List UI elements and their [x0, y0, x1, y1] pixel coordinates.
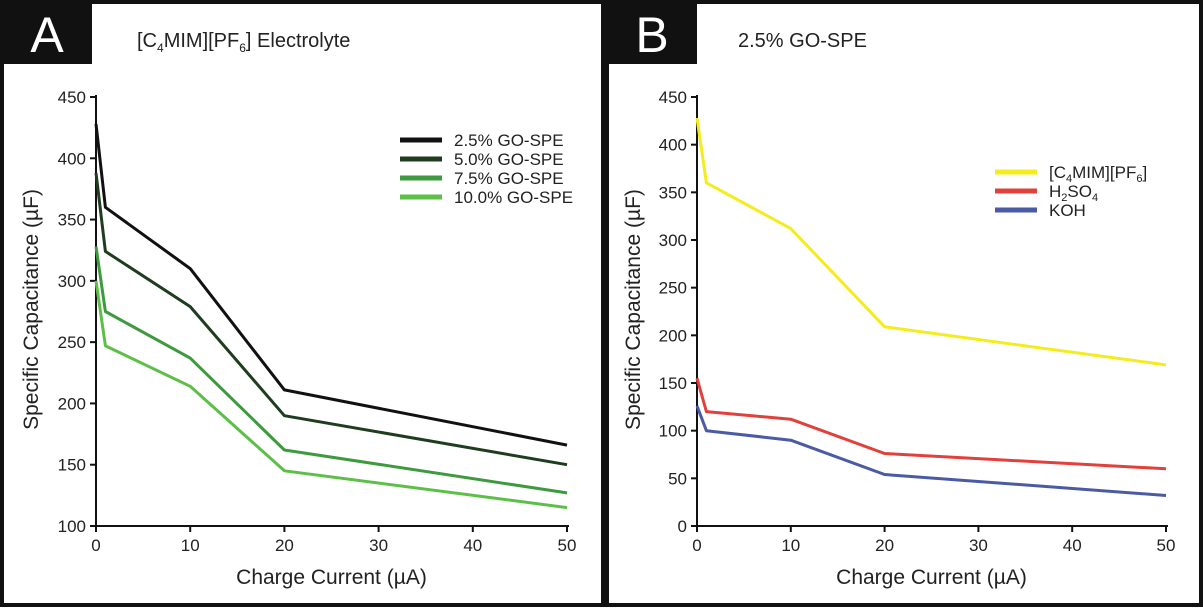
- y-tick-label: 150: [659, 374, 687, 393]
- y-tick-label: 450: [58, 88, 86, 107]
- y-tick-label: 250: [58, 333, 86, 352]
- panel-a-letter-box: [2, 2, 92, 64]
- y-tick-label: 300: [58, 272, 86, 291]
- y-tick-label: 250: [659, 279, 687, 298]
- plot-a: 100 150 200 250 300 350 400 450 0 10 20 30 40 50 Charg…: [20, 88, 576, 589]
- panel-b-title: 2.5% GO-SPE: [738, 30, 867, 52]
- panel-b-letter-box: [607, 2, 697, 64]
- plot-b: 0 50 100 150 200 250 300 350 400 450 0 10 20 30 40 50 Ch…: [622, 88, 1175, 589]
- legend-label: 10.0% GO-SPE: [454, 188, 573, 207]
- legend-label: 7.5% GO-SPE: [454, 169, 564, 188]
- x-axis-label-b: Charge Current (µA): [836, 566, 1027, 589]
- y-tick-label: 450: [659, 88, 687, 107]
- series-line-b-2: [695, 377, 1167, 471]
- y-tick-label: 350: [659, 183, 687, 202]
- y-tick-label: 100: [659, 422, 687, 441]
- x-tick-label: 20: [275, 536, 294, 555]
- x-axis-label-a: Charge Current (µA): [236, 566, 427, 589]
- x-tick-label: 30: [969, 536, 988, 555]
- x-tick-label: 40: [1063, 536, 1082, 555]
- x-tick-label: 50: [558, 536, 577, 555]
- y-tick-label: 0: [678, 517, 687, 536]
- x-tick-label: 20: [875, 536, 894, 555]
- panel-b-letter: B: [635, 7, 668, 63]
- legend-label: KOH: [1049, 201, 1086, 220]
- panel-a-letter: A: [30, 7, 64, 63]
- y-tick-label: 400: [659, 136, 687, 155]
- y-tick-label: 350: [58, 211, 86, 230]
- x-tick-label: 50: [1157, 536, 1176, 555]
- series-line-b-3: [695, 405, 1167, 497]
- legend-label: 2.5% GO-SPE: [454, 131, 564, 150]
- y-axis-label-b: Specific Capacitance (µF): [622, 189, 645, 430]
- series-line-a-2: [94, 172, 568, 467]
- y-tick-label: 300: [659, 231, 687, 250]
- legend-label: [C4MIM][PF6]: [1049, 163, 1147, 185]
- y-tick-label: 150: [58, 456, 86, 475]
- y-tick-label: 50: [668, 469, 687, 488]
- x-tick-label: 30: [369, 536, 388, 555]
- x-tick-label: 0: [91, 536, 100, 555]
- series-line-a-3: [94, 246, 568, 495]
- x-tick-label: 10: [781, 536, 800, 555]
- series-line-b-1: [695, 117, 1167, 367]
- panel-b-frame: [605, 0, 1203, 607]
- x-tick-label: 40: [463, 536, 482, 555]
- y-tick-label: 200: [659, 326, 687, 345]
- panel-a-frame: [0, 0, 605, 607]
- y-tick-label: 100: [58, 517, 86, 536]
- series-line-a-1: [94, 123, 568, 447]
- y-tick-label: 200: [58, 394, 86, 413]
- panel-a-title: [C4MIM][PF6] Electrolyte: [137, 30, 350, 55]
- y-axis-label-a: Specific Capacitance (µF): [20, 189, 43, 430]
- legend-label: 5.0% GO-SPE: [454, 150, 564, 169]
- x-tick-label: 10: [181, 536, 200, 555]
- legend-label: H2SO4: [1049, 182, 1098, 204]
- x-tick-label: 0: [692, 536, 701, 555]
- y-tick-label: 400: [58, 149, 86, 168]
- series-line-a-4: [94, 280, 568, 510]
